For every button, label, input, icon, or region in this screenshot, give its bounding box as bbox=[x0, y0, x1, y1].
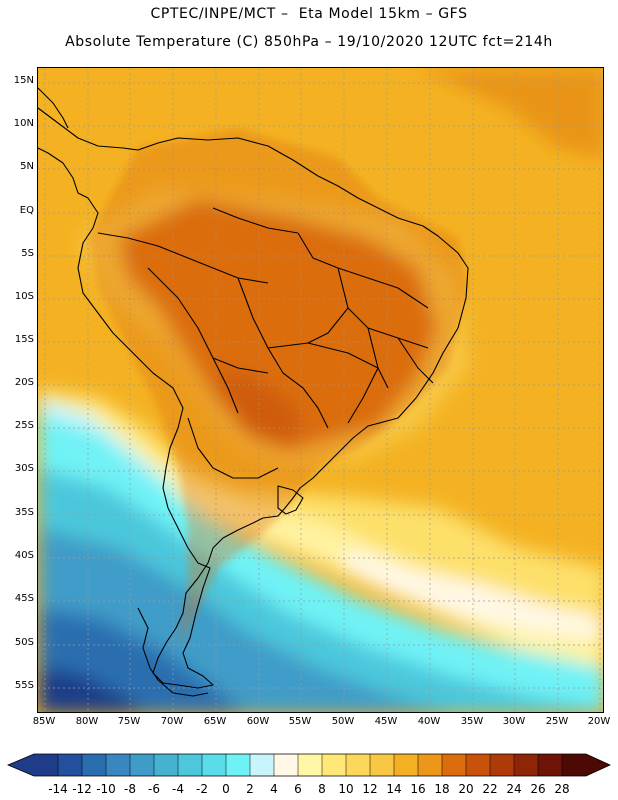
colorbar-segment bbox=[202, 754, 227, 776]
colorbar-segment bbox=[274, 754, 299, 776]
colorbar-tick-label: -2 bbox=[196, 782, 208, 796]
latitude-label: 40S bbox=[14, 550, 34, 561]
colorbar-tick-label: 10 bbox=[338, 782, 354, 796]
southern-archipelago bbox=[137, 607, 209, 697]
latitude-label: 5N bbox=[20, 161, 34, 172]
temperature-map[interactable] bbox=[37, 67, 604, 713]
colorbar-segment bbox=[394, 754, 419, 776]
latitude-label: 35S bbox=[14, 507, 34, 518]
warm-ocean-area bbox=[418, 68, 603, 158]
colorbar-tick-label: -8 bbox=[124, 782, 136, 796]
colorbar-segment bbox=[82, 754, 107, 776]
longitude-label: 55W bbox=[288, 716, 312, 727]
colorbar-tick-label: -6 bbox=[148, 782, 160, 796]
longitude-label: 25W bbox=[545, 716, 569, 727]
latitude-label: 20S bbox=[14, 377, 34, 388]
colorbar-segment bbox=[154, 754, 179, 776]
latitude-label: 5S bbox=[21, 248, 34, 259]
colorbar-tick-label: 2 bbox=[246, 782, 254, 796]
colorbar-segment bbox=[298, 754, 323, 776]
south-america-coastline bbox=[38, 107, 469, 689]
map-title-line-2: Absolute Temperature (C) 850hPa – 19/10/… bbox=[65, 34, 553, 50]
colorbar-outline bbox=[6, 753, 611, 777]
colorbar-segment bbox=[442, 754, 467, 776]
colorbar-segment bbox=[538, 754, 563, 776]
colorbar-segment bbox=[562, 754, 587, 776]
colorbar-segment bbox=[34, 754, 59, 776]
central-america-coastline bbox=[38, 87, 69, 129]
colorbar-segment bbox=[490, 754, 515, 776]
colorbar-tick-label: 4 bbox=[270, 782, 278, 796]
colorbar-segment bbox=[466, 754, 491, 776]
longitude-label: 45W bbox=[374, 716, 398, 727]
colorbar-segment bbox=[346, 754, 371, 776]
colorbar-high-arrow bbox=[586, 754, 610, 776]
colorbar-tick-label: 8 bbox=[318, 782, 326, 796]
longitude-label: 35W bbox=[460, 716, 484, 727]
temperature-colorbar bbox=[6, 753, 611, 777]
longitude-label: 80W bbox=[75, 716, 99, 727]
latitude-label: 30S bbox=[14, 463, 34, 474]
longitude-label: 85W bbox=[32, 716, 56, 727]
colorbar-segment bbox=[418, 754, 443, 776]
longitude-label: 50W bbox=[331, 716, 355, 727]
latitude-label: 45S bbox=[14, 593, 34, 604]
colorbar-segment bbox=[226, 754, 251, 776]
colorbar-tick-label: 26 bbox=[530, 782, 546, 796]
colorbar-segment bbox=[58, 754, 83, 776]
colorbar-segment bbox=[370, 754, 395, 776]
latitude-label: 55S bbox=[14, 680, 34, 691]
colorbar-tick-label: 28 bbox=[554, 782, 570, 796]
dark-blue-area bbox=[38, 668, 146, 712]
colorbar-tick-label: -4 bbox=[172, 782, 184, 796]
map-title-line-1: CPTEC/INPE/MCT – Eta Model 15km – GFS bbox=[150, 6, 468, 22]
continent-warm-tint bbox=[88, 128, 468, 688]
longitude-label: 30W bbox=[502, 716, 526, 727]
longitude-label: 65W bbox=[203, 716, 227, 727]
cream-area bbox=[343, 548, 603, 638]
latitude-label: 10N bbox=[13, 118, 34, 129]
longitude-label: 70W bbox=[160, 716, 184, 727]
longitude-label: 20W bbox=[587, 716, 611, 727]
colorbar-tick-label: 16 bbox=[410, 782, 426, 796]
colorbar-tick-label: 18 bbox=[434, 782, 450, 796]
colorbar-tick-label: 22 bbox=[482, 782, 498, 796]
colorbar-segment bbox=[106, 754, 131, 776]
latitude-label: 50S bbox=[14, 637, 34, 648]
temperature-map-canvas bbox=[38, 68, 603, 712]
colorbar-tick-label: 12 bbox=[362, 782, 378, 796]
colorbar-tick-label: -12 bbox=[72, 782, 92, 796]
colorbar-segment bbox=[178, 754, 203, 776]
colorbar-tick-label: 20 bbox=[458, 782, 474, 796]
longitude-label: 60W bbox=[246, 716, 270, 727]
colorbar-tick-label: 0 bbox=[222, 782, 230, 796]
colorbar-tick-label: 14 bbox=[386, 782, 402, 796]
colorbar-segment bbox=[322, 754, 347, 776]
brazil-state-borders bbox=[297, 232, 434, 424]
colorbar-segment bbox=[250, 754, 275, 776]
colorbar-low-arrow bbox=[8, 754, 34, 776]
colorbar-tick-label: -14 bbox=[48, 782, 68, 796]
latitude-label: 15N bbox=[13, 75, 34, 86]
longitude-label: 40W bbox=[417, 716, 441, 727]
colorbar-segment bbox=[514, 754, 539, 776]
latitude-label: EQ bbox=[19, 205, 34, 216]
colorbar-tick-label: -10 bbox=[96, 782, 116, 796]
latitude-label: 10S bbox=[14, 291, 34, 302]
colorbar-tick-label: 24 bbox=[506, 782, 522, 796]
latitude-label: 15S bbox=[14, 334, 34, 345]
colorbar-segment bbox=[130, 754, 155, 776]
coastline-and-borders bbox=[38, 87, 469, 697]
colorbar-tick-label: 6 bbox=[294, 782, 302, 796]
latitude-label: 25S bbox=[14, 420, 34, 431]
country-borders bbox=[97, 207, 379, 479]
river-plate-estuary bbox=[277, 485, 304, 515]
longitude-label: 75W bbox=[117, 716, 141, 727]
